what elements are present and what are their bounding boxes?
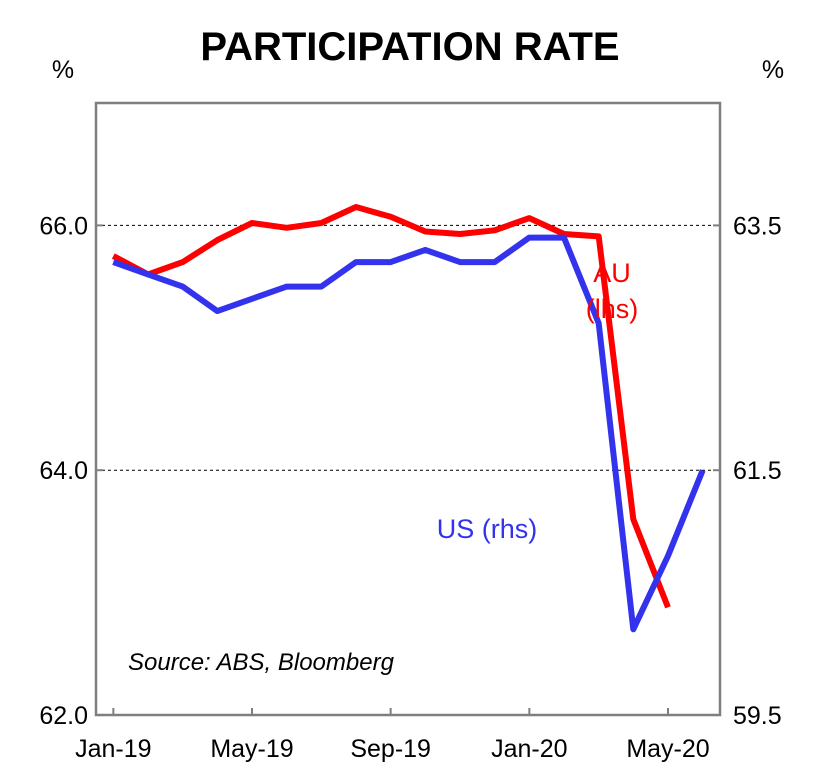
right-tick-label: 63.5 (733, 212, 782, 240)
au-series-label: AU (593, 258, 631, 288)
chart-title: PARTICIPATION RATE (200, 25, 619, 69)
right-axis-unit: % (762, 56, 784, 84)
right-tick-label: 59.5 (733, 702, 782, 730)
plot-area-frame (94, 101, 722, 717)
right-tick-label: 61.5 (733, 457, 782, 485)
left-tick-label: 66.0 (39, 212, 88, 240)
left-axis-unit: % (52, 56, 74, 84)
x-tick-label: Jan-19 (75, 735, 151, 763)
left-tick-label: 62.0 (39, 702, 88, 730)
au-series-axis-label: (lhs) (586, 294, 639, 324)
au-series-line (111, 204, 671, 609)
source-note: Source: ABS, Bloomberg (128, 649, 395, 676)
x-tick-label: May-20 (626, 735, 709, 763)
us-series-label: US (rhs) (437, 514, 538, 544)
left-tick-label: 64.0 (39, 457, 88, 485)
series-lines (111, 204, 706, 633)
axis-ticks: 62.0 64.0 66.0 59.5 61.5 63.5 Jan-19 May-19 Sep-… (39, 212, 781, 763)
x-tick-label: May-19 (210, 735, 293, 763)
us-series-line (112, 234, 706, 633)
x-tick-label: Sep-19 (350, 735, 431, 763)
x-tick-label: Jan-20 (491, 735, 567, 763)
